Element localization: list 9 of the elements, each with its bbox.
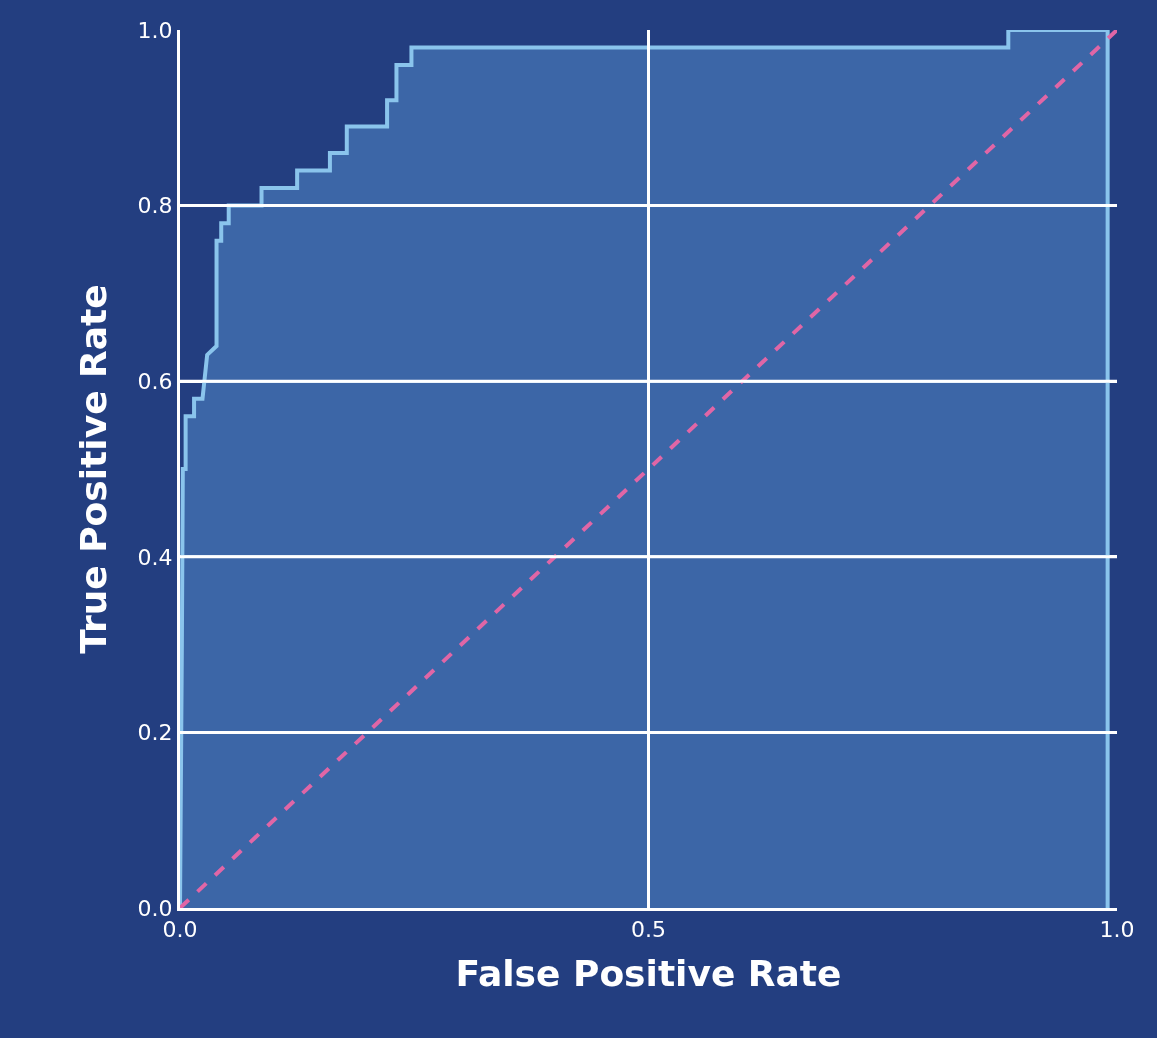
- x-tick-label: 0.5: [631, 917, 666, 943]
- x-axis-title: False Positive Rate: [455, 953, 842, 995]
- y-tick-label: 0.4: [137, 544, 173, 570]
- y-tick-label: 0.2: [137, 720, 173, 746]
- y-tick-label: 0.8: [137, 193, 173, 219]
- y-tick-label: 0.6: [137, 368, 173, 394]
- y-axis-title: True Positive Rate: [73, 284, 115, 654]
- x-tick-label: 1.0: [1099, 917, 1135, 943]
- y-tick-label: 1.0: [137, 17, 173, 43]
